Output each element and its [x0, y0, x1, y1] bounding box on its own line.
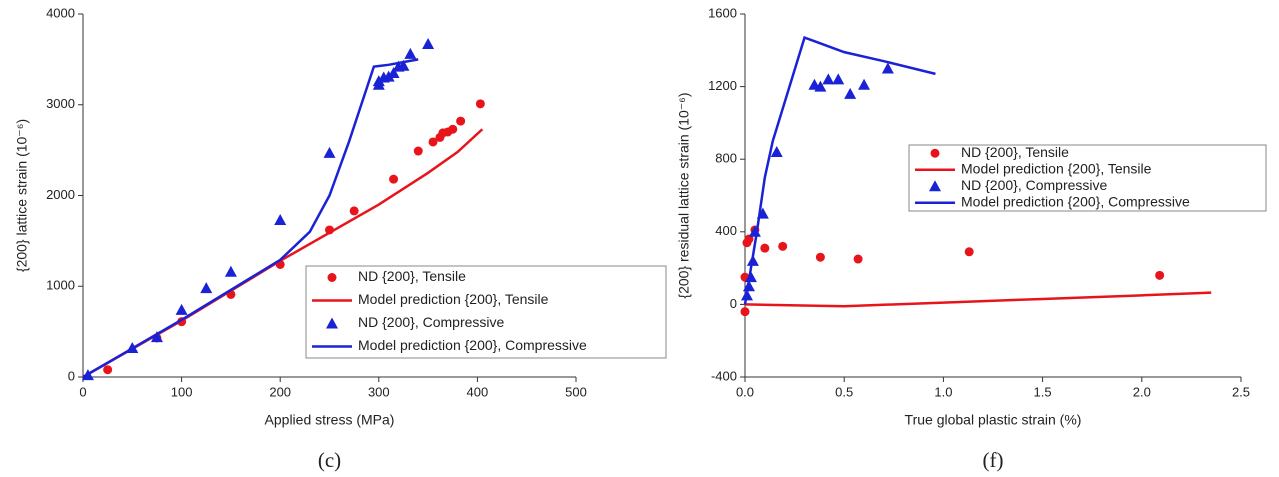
triangle-marker — [326, 317, 338, 329]
legend-label: ND {200}, Tensile — [358, 268, 466, 284]
caption: (c) — [318, 448, 341, 472]
triangle-marker — [404, 47, 417, 59]
triangle-marker — [323, 146, 336, 158]
triangle-marker — [770, 145, 783, 157]
triangle-marker — [397, 59, 410, 71]
y-tick-label: 0 — [68, 368, 75, 383]
triangle-marker — [422, 37, 435, 49]
x-tick-label: 1.5 — [1034, 384, 1052, 399]
y-tick-label: 1200 — [708, 78, 737, 93]
triangle-marker — [832, 73, 845, 85]
legend-label: Model prediction {200}, Tensile — [961, 160, 1152, 176]
y-tick-label: 4000 — [46, 5, 75, 20]
x-tick-label: 2.5 — [1232, 384, 1250, 399]
y-axis-title: {200} lattice strain (10⁻⁶) — [14, 119, 30, 272]
x-tick-label: 500 — [565, 384, 587, 399]
circle-marker — [475, 99, 485, 109]
triangle-marker — [274, 214, 287, 226]
x-tick-label: 300 — [368, 384, 390, 399]
y-tick-label: 1600 — [708, 5, 737, 20]
triangle-marker — [200, 282, 213, 294]
triangle-marker — [822, 73, 835, 85]
y-tick-label: 3000 — [46, 96, 75, 111]
x-axis-title: Applied stress (MPa) — [265, 412, 395, 428]
x-tick-label: 0.5 — [835, 384, 853, 399]
legend-label: ND {200}, Compressive — [358, 314, 505, 330]
circle-marker — [778, 241, 788, 251]
y-tick-label: 0 — [730, 296, 737, 311]
circle-marker — [413, 146, 423, 156]
legend-label: ND {200}, Tensile — [961, 144, 1069, 160]
y-tick-label: 800 — [715, 151, 737, 166]
circle-marker — [853, 254, 863, 264]
triangle-marker — [858, 78, 871, 90]
circle-marker — [744, 234, 754, 244]
x-tick-label: 400 — [467, 384, 489, 399]
triangle-marker — [175, 303, 188, 315]
x-axis-title: True global plastic strain (%) — [905, 412, 1082, 428]
circle-marker — [456, 116, 466, 126]
triangle-marker — [150, 331, 163, 343]
model-line — [743, 35, 936, 305]
circle-marker — [815, 252, 825, 262]
circle-marker — [964, 247, 974, 257]
triangle-marker — [881, 62, 894, 74]
triangle-marker — [372, 78, 385, 90]
circle-marker — [349, 206, 359, 216]
circle-marker — [428, 137, 438, 147]
circle-marker — [103, 365, 113, 375]
x-tick-label: 100 — [171, 384, 193, 399]
x-tick-label: 0 — [79, 384, 86, 399]
legend-box — [908, 144, 1267, 212]
circle-marker — [389, 174, 399, 184]
triangle-marker — [814, 80, 827, 92]
triangle-marker — [929, 180, 941, 192]
model-line — [82, 58, 419, 379]
y-tick-label: 2000 — [46, 187, 75, 202]
circle-marker — [760, 243, 770, 253]
legend-label: Model prediction {200}, Compressive — [358, 337, 587, 353]
triangle-marker — [387, 66, 400, 78]
legend-label: Model prediction {200}, Compressive — [961, 193, 1190, 209]
caption: (f) — [983, 448, 1004, 472]
legend-box — [305, 265, 667, 359]
x-tick-label: 1.0 — [934, 384, 952, 399]
triangle-marker — [224, 265, 237, 277]
x-tick-label: 200 — [269, 384, 291, 399]
legend-label: Model prediction {200}, Tensile — [358, 291, 549, 307]
model-line — [744, 291, 1212, 308]
circle-marker — [740, 307, 750, 317]
y-tick-label: 400 — [715, 223, 737, 238]
triangle-marker — [748, 225, 761, 237]
y-axis-title: {200} residual lattice strain (10⁻⁶) — [676, 92, 692, 298]
y-tick-label: -400 — [711, 368, 737, 383]
circle-marker — [930, 148, 940, 158]
legend-label: ND {200}, Compressive — [961, 177, 1108, 193]
x-tick-label: 2.0 — [1133, 384, 1151, 399]
circle-marker — [1155, 270, 1165, 280]
x-tick-label: 0.0 — [736, 384, 754, 399]
circle-marker — [448, 124, 458, 134]
circle-marker — [327, 273, 337, 282]
y-tick-label: 1000 — [46, 278, 75, 293]
triangle-marker — [844, 87, 857, 99]
